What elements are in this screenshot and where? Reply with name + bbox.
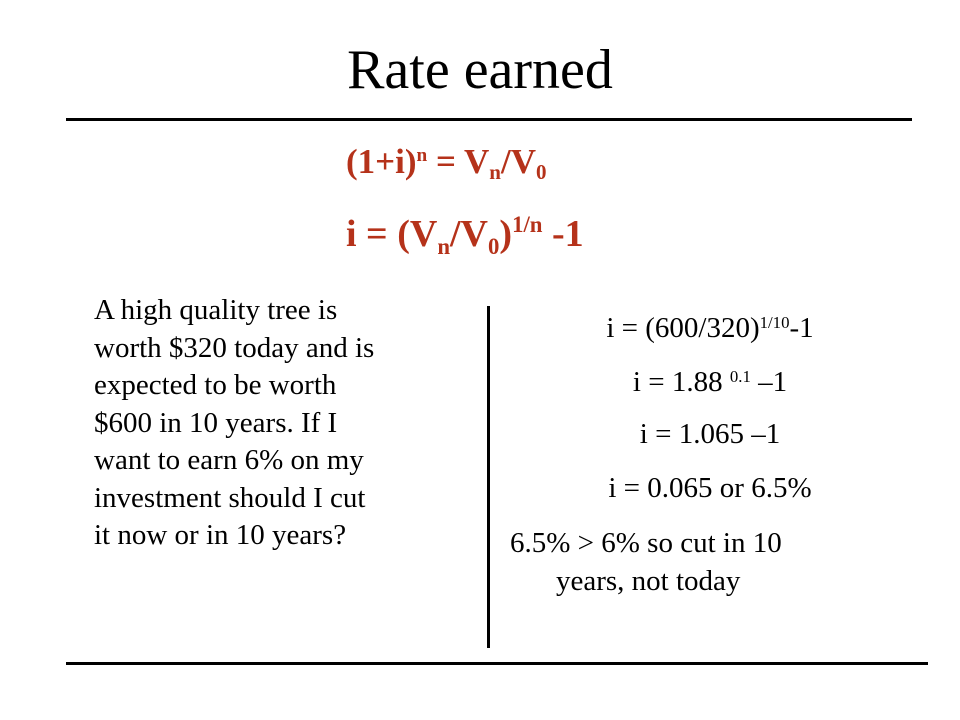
- conclusion-line: 6.5% > 6% so cut in 10: [510, 527, 782, 559]
- top-divider: [66, 118, 912, 121]
- calc-line-3: i = 1.065 –1: [639, 418, 781, 450]
- formula-rate-tail: -1: [542, 213, 584, 255]
- conclusion: 6.5% > 6% so cut in 10 years, not today: [510, 524, 880, 600]
- vertical-divider: [487, 306, 490, 648]
- bottom-divider: [66, 662, 928, 665]
- problem-line: want to earn 6% on my: [94, 444, 364, 476]
- calc-line-1: i = (600/320)1/10-1: [606, 312, 814, 344]
- formula-growth-sub-n: n: [489, 160, 501, 184]
- formula-rate: i = (Vn/V0)1/n -1: [346, 212, 584, 260]
- calc-line-2: i = 1.88 0.1 –1: [632, 366, 788, 398]
- problem-line: $600 in 10 years. If I: [94, 406, 338, 439]
- formula-growth-sub-0: 0: [535, 160, 547, 184]
- formula-rate-slash: /V: [450, 213, 488, 255]
- formula-rate-exponent: 1/n: [512, 212, 543, 237]
- conclusion-line: years, not today: [556, 565, 741, 597]
- problem-line: A high quality tree is: [94, 294, 338, 326]
- formula-growth-slash: /V: [500, 142, 536, 181]
- formula-growth-eq: = V: [427, 142, 490, 181]
- problem-line: investment should I cut: [94, 481, 366, 514]
- calc-line-4: i = 0.065 or 6.5%: [608, 472, 812, 504]
- formula-rate-sub-n: n: [437, 234, 450, 259]
- formula-growth-lhs: (1+i): [346, 142, 417, 181]
- problem-line: it now or in 10 years?: [94, 519, 347, 551]
- formula-growth-exponent: n: [416, 145, 428, 166]
- problem-line: expected to be worth: [94, 369, 337, 401]
- formula-rate-sub-0: 0: [488, 234, 500, 259]
- slide-title: Rate earned: [347, 39, 613, 101]
- problem-line: worth $320 today and is: [94, 331, 375, 364]
- formula-rate-lhs: i = (V: [346, 213, 438, 255]
- formula-growth: (1+i)n = Vn/V0: [346, 142, 546, 185]
- formula-rate-close: ): [499, 213, 513, 255]
- problem-statement: A high quality tree is worth $320 today …: [94, 292, 474, 555]
